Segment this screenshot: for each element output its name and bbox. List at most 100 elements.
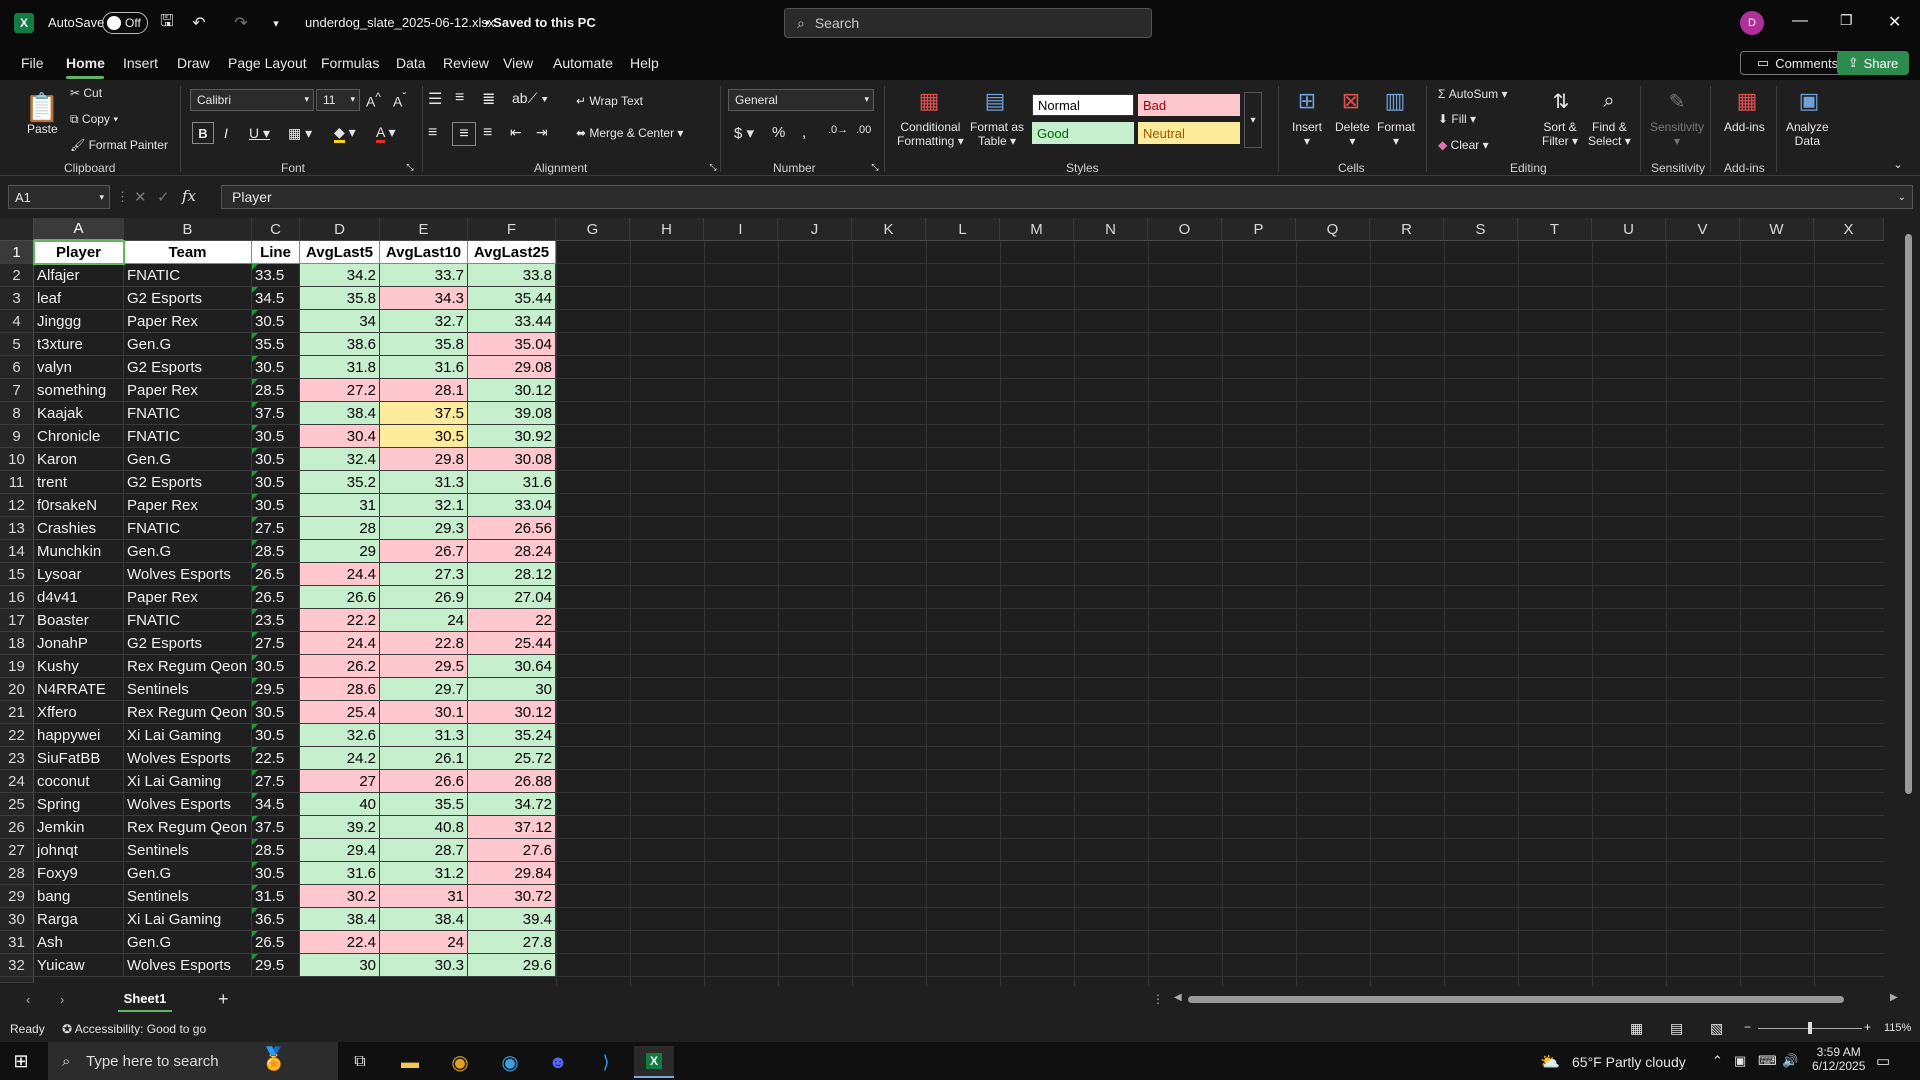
chrome-icon[interactable]: ◉	[451, 1051, 469, 1074]
format-cells-button[interactable]: Format ▾	[1377, 120, 1416, 148]
row-header[interactable]: 13	[0, 517, 34, 540]
discord-icon[interactable]: ☻	[548, 1051, 568, 1072]
table-cell[interactable]: 30.72	[468, 885, 556, 908]
table-cell[interactable]: 27.6	[468, 839, 556, 862]
table-cell[interactable]: 30.1	[380, 701, 468, 724]
column-header-w[interactable]: W	[1740, 218, 1814, 241]
table-cell[interactable]: bang	[34, 885, 124, 908]
table-cell[interactable]: 28.24	[468, 540, 556, 563]
chrome-profile-icon[interactable]: ◉	[501, 1051, 519, 1074]
table-cell[interactable]: Xi Lai Gaming	[124, 770, 252, 793]
table-cell[interactable]: 38.4	[300, 908, 380, 931]
grow-font-icon[interactable]: A^	[366, 91, 381, 110]
column-header-d[interactable]: D	[300, 218, 380, 241]
table-cell[interactable]: 28.5	[252, 839, 300, 862]
row-header[interactable]: 9	[0, 425, 34, 448]
table-cell[interactable]: 40.8	[380, 816, 468, 839]
table-cell[interactable]: Xi Lai Gaming	[124, 908, 252, 931]
table-cell[interactable]: 31.6	[380, 356, 468, 379]
row-header[interactable]: 3	[0, 287, 34, 310]
bold-button[interactable]: B	[192, 122, 214, 144]
table-cell[interactable]: 34.72	[468, 793, 556, 816]
table-cell[interactable]: Kushy	[34, 655, 124, 678]
table-cell[interactable]: 33.04	[468, 494, 556, 517]
table-cell[interactable]: 37.12	[468, 816, 556, 839]
table-cell[interactable]: 37.5	[252, 402, 300, 425]
currency-icon[interactable]: $ ▾	[734, 125, 755, 142]
excel-taskbar-icon[interactable]: X	[634, 1046, 674, 1078]
row-header[interactable]: 15	[0, 563, 34, 586]
table-cell[interactable]: 29	[300, 540, 380, 563]
undo-icon[interactable]: ↶	[192, 15, 206, 32]
table-cell[interactable]: 24.4	[300, 563, 380, 586]
table-cell[interactable]: G2 Esports	[124, 471, 252, 494]
cut-button[interactable]: ✂ Cut	[70, 86, 103, 100]
paste-icon[interactable]: 📋	[24, 91, 60, 123]
column-header-x[interactable]: X	[1814, 218, 1884, 241]
table-cell[interactable]: 26.56	[468, 517, 556, 540]
table-cell[interactable]: Wolves Esports	[124, 954, 252, 977]
table-cell[interactable]: 30.5	[252, 655, 300, 678]
insert-function-icon[interactable]: fx	[182, 187, 197, 205]
accessibility-status[interactable]: ✪ Accessibility: Good to go	[62, 1022, 207, 1036]
table-cell[interactable]: 31.6	[468, 471, 556, 494]
align-top-icon[interactable]: ☰	[428, 91, 443, 108]
row-header[interactable]: 14	[0, 540, 34, 563]
table-cell[interactable]: 30.5	[252, 701, 300, 724]
table-cell[interactable]: 30.5	[252, 356, 300, 379]
table-cell[interactable]: 31.5	[252, 885, 300, 908]
table-cell[interactable]: 28	[300, 517, 380, 540]
table-cell[interactable]: Gen.G	[124, 333, 252, 356]
row-header[interactable]: 17	[0, 609, 34, 632]
horizontal-scrollbar[interactable]	[1188, 996, 1844, 1003]
table-cell[interactable]: 28.12	[468, 563, 556, 586]
taskbar-search-input[interactable]: ⌕ Type here to search 🏅	[48, 1042, 338, 1080]
table-cell[interactable]: 27	[300, 770, 380, 793]
table-cell[interactable]: 30.08	[468, 448, 556, 471]
column-header-i[interactable]: I	[704, 218, 778, 241]
find-select-button[interactable]: Find & Select ▾	[1588, 120, 1631, 148]
table-cell[interactable]: 30.5	[252, 471, 300, 494]
table-cell[interactable]: Xi Lai Gaming	[124, 724, 252, 747]
column-header-l[interactable]: L	[926, 218, 1000, 241]
table-cell[interactable]: 26.5	[252, 563, 300, 586]
table-cell[interactable]: coconut	[34, 770, 124, 793]
table-cell[interactable]: Wolves Esports	[124, 563, 252, 586]
table-cell[interactable]: Boaster	[34, 609, 124, 632]
table-cell[interactable]: Munchkin	[34, 540, 124, 563]
conditional-formatting-icon[interactable]: ▦	[918, 88, 940, 113]
merge-center-button[interactable]: ⬌ Merge & Center ▾	[576, 126, 684, 140]
table-cell[interactable]: 37.5	[380, 402, 468, 425]
font-color-icon[interactable]: A ▾	[376, 124, 396, 143]
table-cell[interactable]: 23.5	[252, 609, 300, 632]
volume-icon[interactable]: 🔊	[1782, 1053, 1799, 1068]
column-header-r[interactable]: R	[1370, 218, 1444, 241]
formula-bar-more-icon[interactable]: ⋮	[116, 189, 129, 204]
table-cell[interactable]: Gen.G	[124, 862, 252, 885]
row-header[interactable]: 25	[0, 793, 34, 816]
analyze-data-button[interactable]: Analyze Data	[1786, 120, 1829, 148]
row-header[interactable]: 5	[0, 333, 34, 356]
table-cell[interactable]: 35.04	[468, 333, 556, 356]
table-cell[interactable]: 30.12	[468, 379, 556, 402]
table-cell[interactable]: 29.4	[300, 839, 380, 862]
restore-icon[interactable]: ❐	[1840, 12, 1853, 28]
table-cell[interactable]: 29.7	[380, 678, 468, 701]
table-cell[interactable]: 33.7	[380, 264, 468, 287]
shrink-font-icon[interactable]: Aˇ	[393, 91, 407, 110]
table-cell[interactable]: Sentinels	[124, 678, 252, 701]
increase-indent-icon[interactable]: ⇥	[536, 124, 548, 140]
table-cell[interactable]: JonahP	[34, 632, 124, 655]
align-bottom-icon[interactable]: ≣	[482, 91, 496, 108]
table-cell[interactable]: 28.5	[252, 540, 300, 563]
row-header[interactable]: 18	[0, 632, 34, 655]
tab-help[interactable]: Help	[630, 55, 659, 71]
header-cell[interactable]: Line	[252, 241, 300, 264]
table-cell[interactable]: Gen.G	[124, 931, 252, 954]
close-icon[interactable]: ✕	[1888, 14, 1902, 31]
row-header[interactable]: 20	[0, 678, 34, 701]
table-cell[interactable]: 30.5	[252, 310, 300, 333]
table-cell[interactable]: 32.6	[300, 724, 380, 747]
comments-button[interactable]: ▭ Comments	[1740, 51, 1855, 75]
borders-icon[interactable]: ▦ ▾	[288, 125, 313, 141]
